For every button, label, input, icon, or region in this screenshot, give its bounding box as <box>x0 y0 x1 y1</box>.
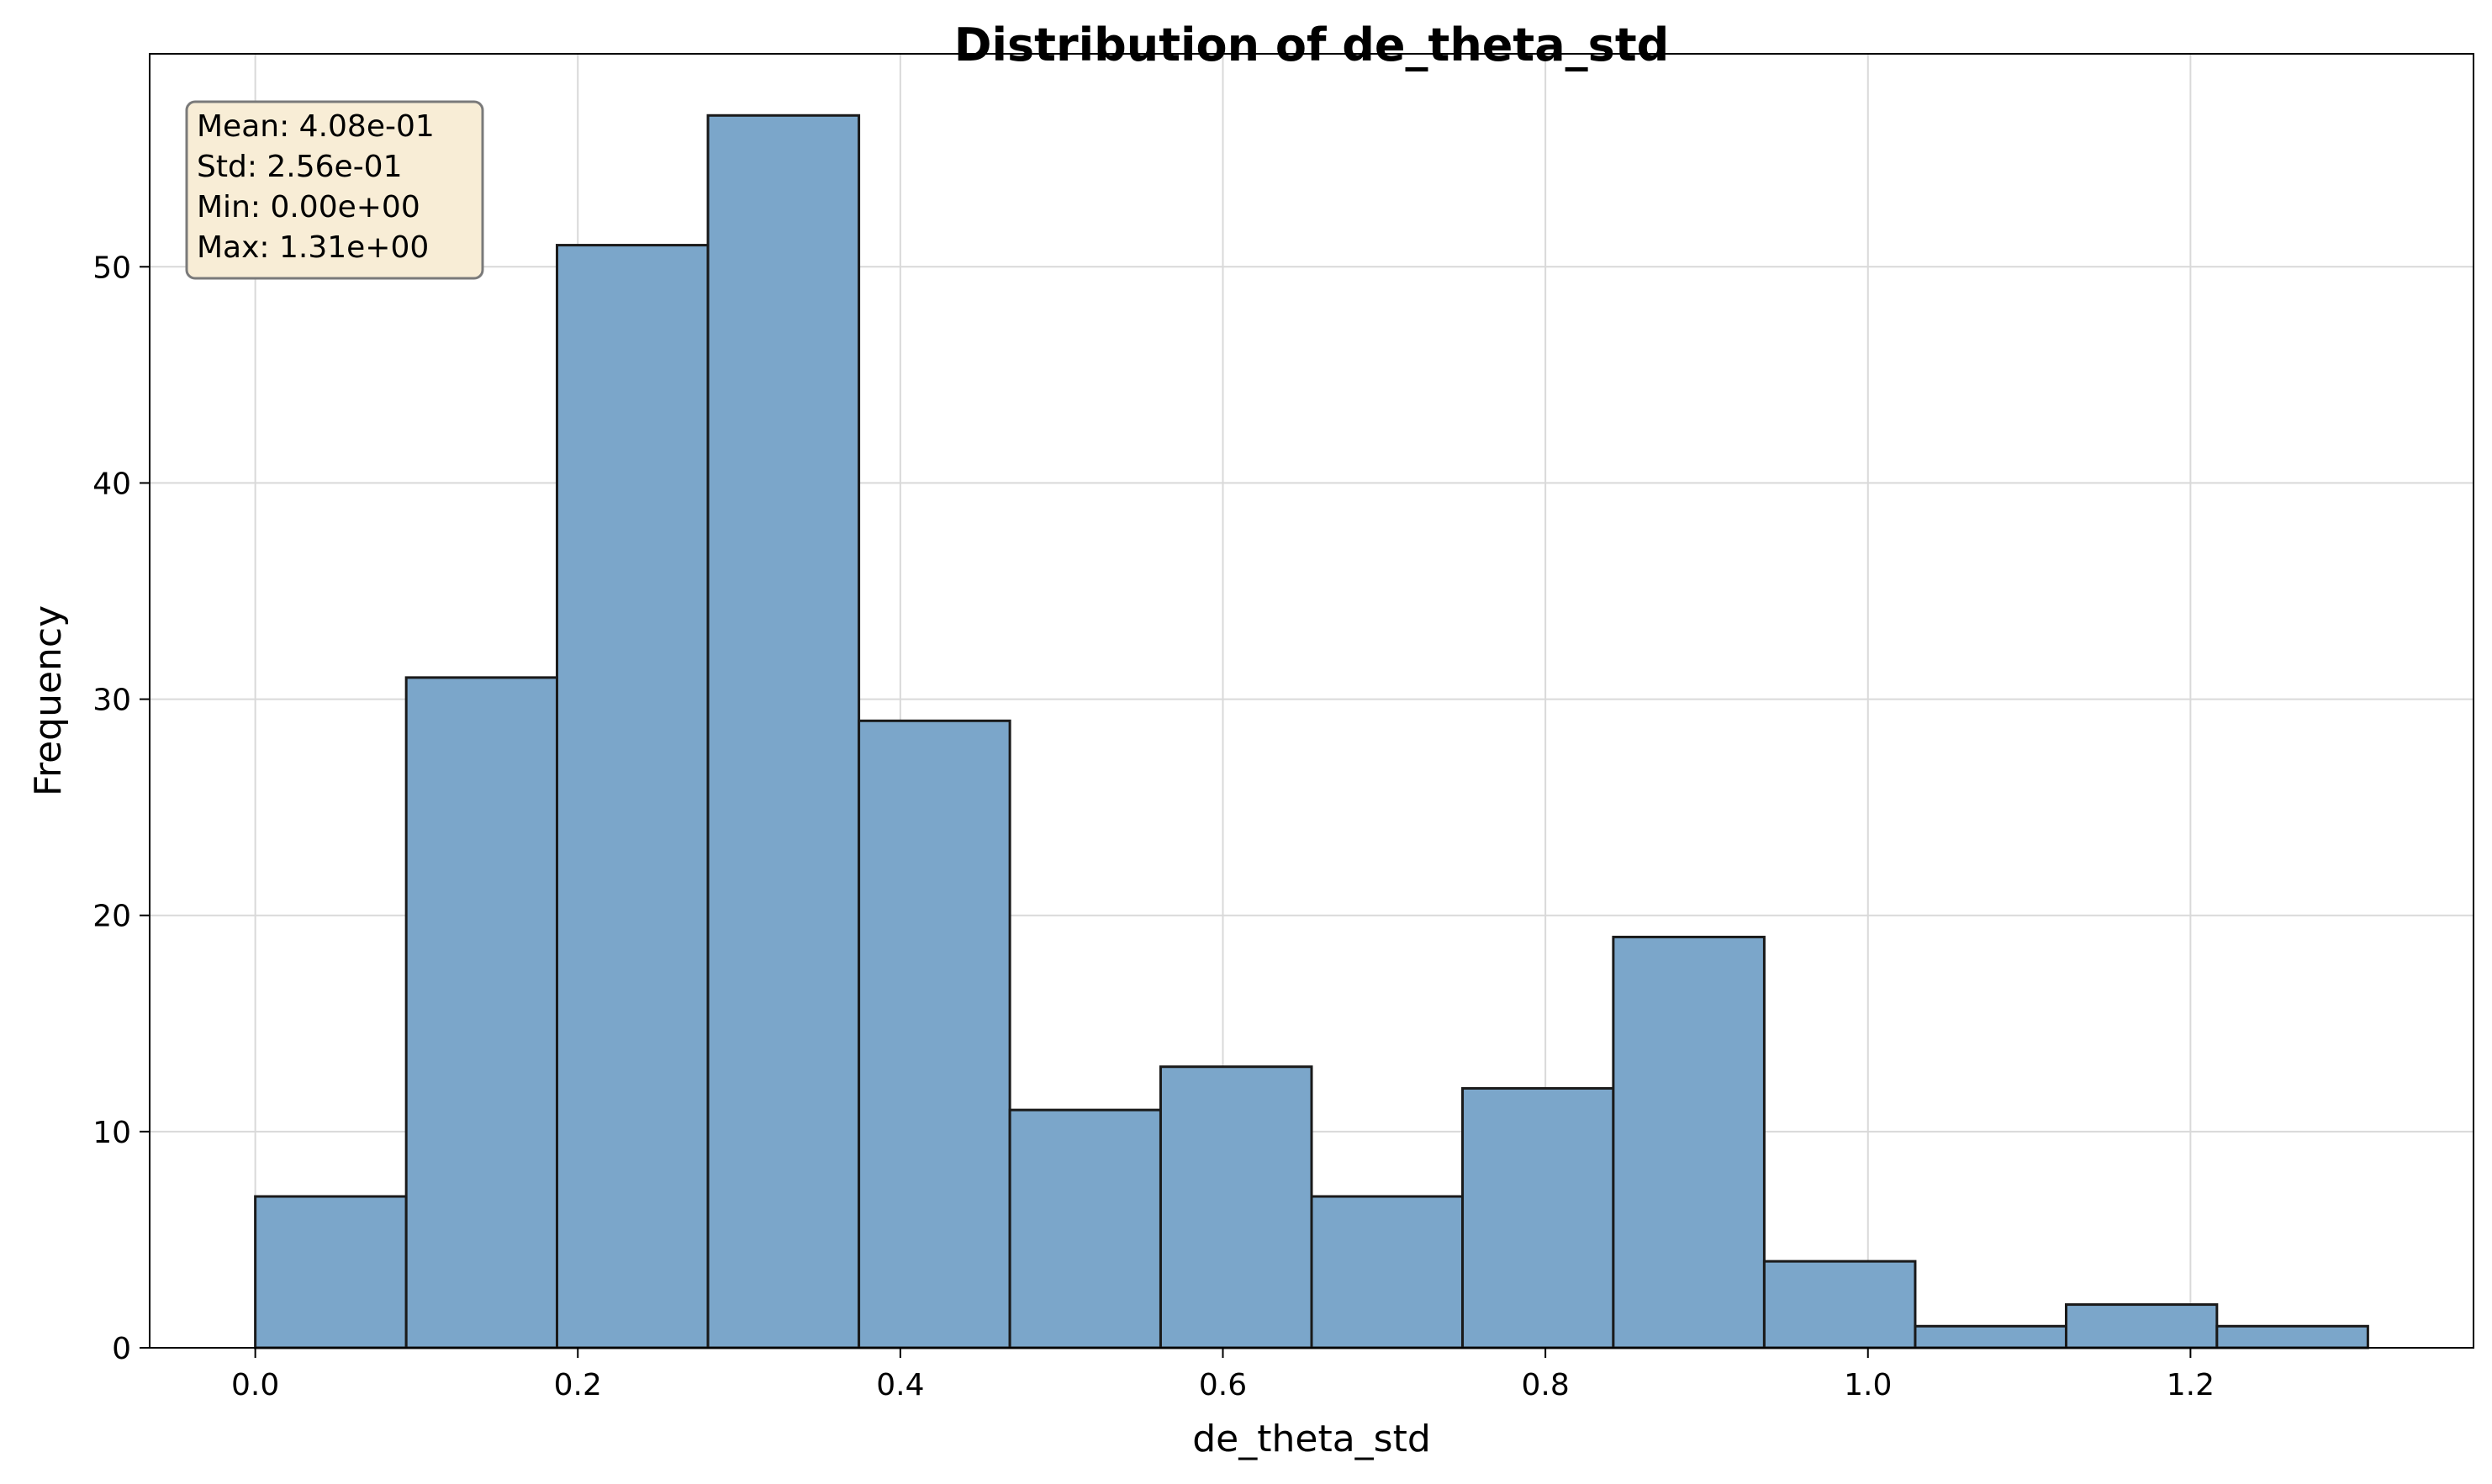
histogram-bar <box>1762 1260 1917 1349</box>
histogram-bar <box>2064 1303 2219 1349</box>
histogram-bar <box>254 1195 408 1349</box>
x-tick-label: 0.6 <box>1199 1368 1247 1402</box>
x-tick-label: 1.2 <box>2167 1368 2215 1402</box>
y-tick-label: 0 <box>112 1332 131 1366</box>
y-tick-label: 10 <box>92 1116 131 1150</box>
y-axis-label: Frequency <box>27 605 70 796</box>
plot-frame <box>149 53 2474 1349</box>
x-axis-label: de_theta_std <box>1192 1418 1431 1460</box>
histogram-bar <box>706 114 861 1349</box>
stats-mean: Mean: 4.08e-01 <box>197 109 435 144</box>
stats-std: Std: 2.56e-01 <box>197 150 403 184</box>
x-tick-label: 0.0 <box>231 1368 279 1402</box>
stats-min: Min: 0.00e+00 <box>197 190 420 224</box>
y-axis-ticks: 0 10 20 30 40 50 <box>92 251 150 1366</box>
y-tick-label: 30 <box>92 684 131 718</box>
stats-box-background <box>185 100 484 280</box>
y-tick-label: 20 <box>92 900 131 934</box>
histogram-bar <box>2215 1324 2369 1349</box>
chart-title: Distribution of de_theta_std <box>954 18 1670 71</box>
histogram-bar <box>556 244 710 1349</box>
y-tick-label: 40 <box>92 467 131 501</box>
histogram-bar <box>1914 1324 2067 1349</box>
x-tick-label: 0.2 <box>554 1368 602 1402</box>
x-tick-label: 0.4 <box>876 1368 924 1402</box>
histogram-bar <box>1612 935 1766 1349</box>
x-tick-label: 0.8 <box>1521 1368 1569 1402</box>
x-tick-label: 1.0 <box>1844 1368 1892 1402</box>
stats-box: Mean: 4.08e-01 Std: 2.56e-01 Min: 0.00e+… <box>185 100 484 280</box>
histogram-bar <box>1008 1108 1162 1349</box>
histogram-bar <box>1310 1195 1465 1349</box>
x-axis-ticks: 0.0 0.2 0.4 0.6 0.8 1.0 1.2 <box>231 1348 2215 1402</box>
y-tick-label: 50 <box>92 251 131 285</box>
histogram-bar <box>858 719 1011 1349</box>
histogram-bar <box>1461 1086 1615 1349</box>
histogram-bars <box>254 114 2369 1349</box>
histogram-bar <box>404 676 559 1349</box>
histogram-bar <box>1159 1065 1313 1349</box>
stats-max: Max: 1.31e+00 <box>197 230 429 265</box>
